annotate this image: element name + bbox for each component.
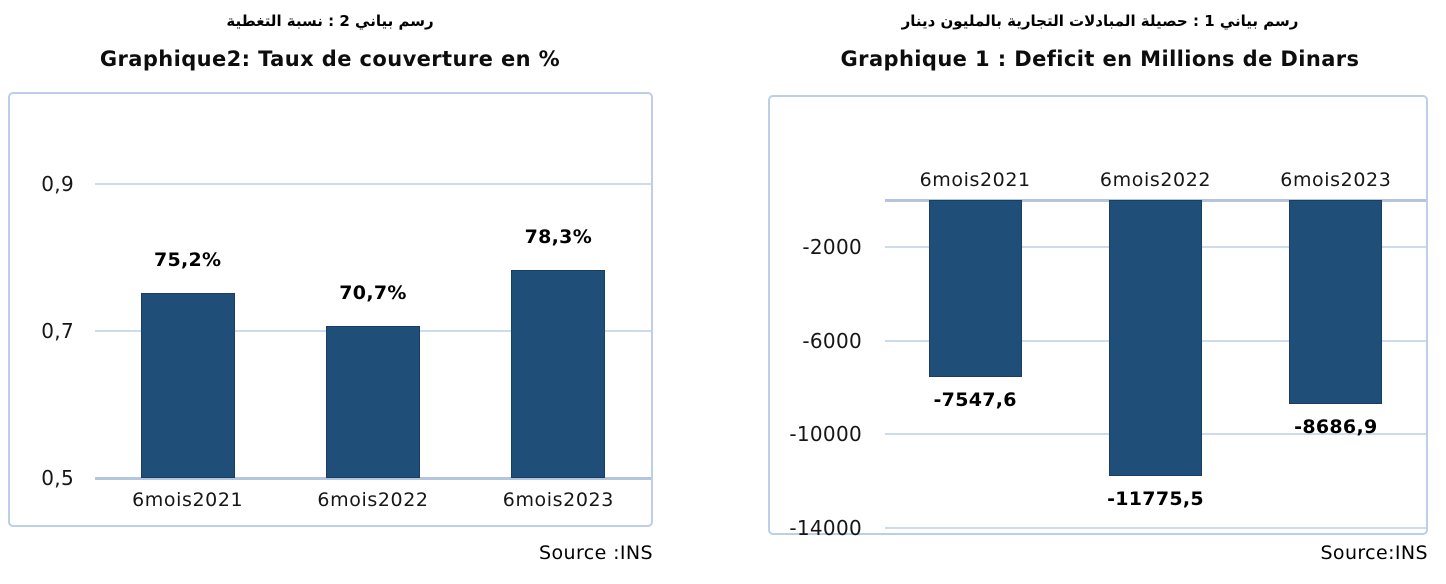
axis-line	[95, 476, 651, 480]
bar-6mois2021	[928, 200, 1022, 377]
y-axis-tick-label: -2000	[802, 234, 862, 259]
chart2-source-caption: Source :INS	[539, 542, 653, 564]
gridline	[885, 527, 1426, 529]
bar-6mois2023	[1289, 200, 1383, 404]
chart1-title-arabic: رسم بياني 1 : حصيلة المبادلات التجارية ب…	[901, 12, 1299, 30]
chart2-plot-area: 0,9 0,7 0,5 75,2% 6mois2021 70,7% 6mois2022 78,…	[8, 92, 653, 527]
bar-6mois2022	[1109, 200, 1202, 476]
chart1-title: Graphique 1 : Deficit en Millions de Din…	[840, 47, 1360, 71]
y-axis-tick-label: -14000	[789, 516, 862, 540]
y-axis-tick-label: 0,5	[41, 466, 74, 490]
chart1-source-caption: Source:INS	[1320, 542, 1428, 564]
y-axis-tick-label: -6000	[802, 328, 862, 353]
y-axis-tick-label: -10000	[789, 422, 862, 447]
bar-6mois2022	[326, 325, 420, 478]
y-axis-tick-label: 0,9	[41, 172, 74, 196]
chart2-title-arabic: رسم بياني 2 : نسبة التغطية	[226, 12, 434, 30]
bar-value-label: -8686,9	[1294, 415, 1378, 438]
gridline	[95, 183, 651, 185]
bar-value-label: 75,2%	[153, 248, 222, 271]
chart2-title: Graphique2: Taux de couverture en %	[99, 47, 561, 71]
x-category-label: 6mois2021	[132, 489, 244, 511]
bar-value-label: 78,3%	[524, 225, 593, 248]
y-axis-tick-label: 0,7	[41, 319, 74, 343]
bar-value-label: -7547,6	[933, 388, 1017, 411]
x-category-label: 6mois2023	[502, 489, 614, 511]
x-category-label: 6mois2022	[317, 489, 429, 511]
bar-value-label: -11775,5	[1107, 487, 1204, 510]
chart1-plot-area: -2000 -6000 -10000 -14000 -7547,6 6mois2021 -1…	[768, 95, 1428, 540]
bar-value-label: 70,7%	[339, 281, 407, 304]
x-category-label: 6mois2023	[1280, 169, 1392, 191]
bar-6mois2023	[511, 269, 606, 478]
x-category-label: 6mois2022	[1099, 169, 1212, 191]
x-category-label: 6mois2021	[919, 169, 1031, 191]
bar-6mois2021	[140, 292, 235, 478]
